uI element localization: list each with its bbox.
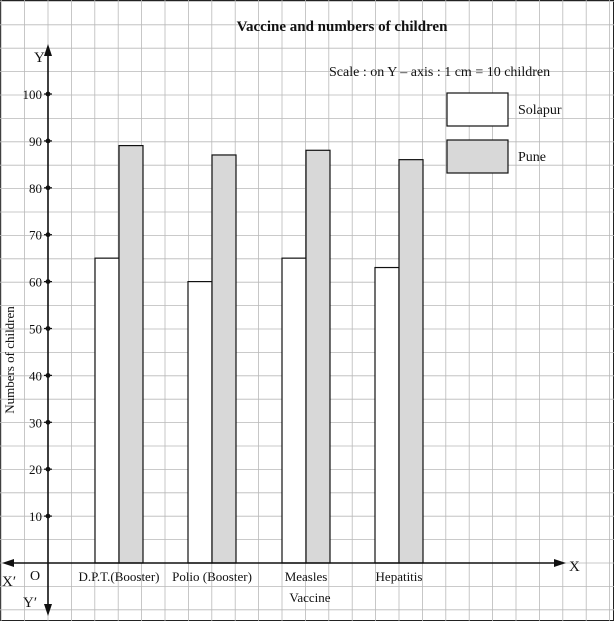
x-tick-label: D.P.T.(Booster) [78,569,159,584]
legend: Solapur Pune [446,92,562,174]
y-tick-dot [45,279,51,284]
y-tick-dot [45,138,51,144]
y-ticks: 10 20 30 40 50 60 70 80 90 100 [23,87,52,524]
bar-solapur-0 [94,257,120,564]
y-tick-dot [45,513,51,519]
bar-solapur-1 [187,281,213,564]
bar-pune-2 [305,149,331,564]
y-tick-label: 60 [29,275,42,290]
y-axis-arrow-up [44,44,52,56]
legend-swatch-solapur [446,92,509,127]
x-tick-label: Hepatitis [376,569,423,584]
bar-pune-0 [118,144,144,564]
x-axis-arrow-left [2,559,14,567]
y-tick-label: 80 [29,181,42,196]
scale-note: Scale : on Y – axis : 1 cm = 10 children [329,65,550,80]
y-tick-dot [45,466,51,472]
y-tick-label: 100 [23,87,43,102]
y-tick-dot [45,91,51,97]
bar-solapur-2 [281,257,307,564]
y-axis-label-y: Y [34,50,45,66]
x-axis-label-x: X [569,559,580,575]
y-axis-arrow-down [44,604,52,616]
legend-label-pune: Pune [518,150,546,165]
bar-pune-1 [211,154,237,564]
legend-swatch-pune [446,139,509,174]
x-axis-label-x-prime: X′ [2,574,16,590]
origin-label: O [30,569,40,584]
bars [94,144,424,564]
y-axis-label-y-prime: Y′ [23,595,37,611]
y-tick-dot [45,373,51,378]
x-tick-label: Measles [285,569,328,584]
y-tick-label: 50 [29,322,42,337]
chart-title: Vaccine and numbers of children [237,19,449,35]
y-tick-label: 30 [29,415,42,430]
legend-label-solapur: Solapur [518,103,562,118]
x-tick-label: Polio (Booster) [172,569,252,584]
y-tick-label: 40 [29,368,42,383]
bar-pune-3 [398,159,424,564]
x-tick-labels: D.P.T.(Booster) Polio (Booster) Measles Hep… [78,569,422,584]
y-tick-dot [45,185,51,191]
y-tick-label: 20 [29,462,42,477]
x-axis-title: Vaccine [289,590,330,605]
y-tick-label: 10 [29,509,42,524]
x-axis-arrow-right [554,559,566,567]
y-tick-dot [45,326,51,331]
bar-solapur-3 [374,266,400,564]
y-tick-label: 70 [29,228,42,243]
y-axis-title: Numbers of children [2,306,17,414]
y-tick-dot [45,419,51,425]
y-tick-label: 90 [29,134,42,149]
y-tick-dot [45,232,51,238]
